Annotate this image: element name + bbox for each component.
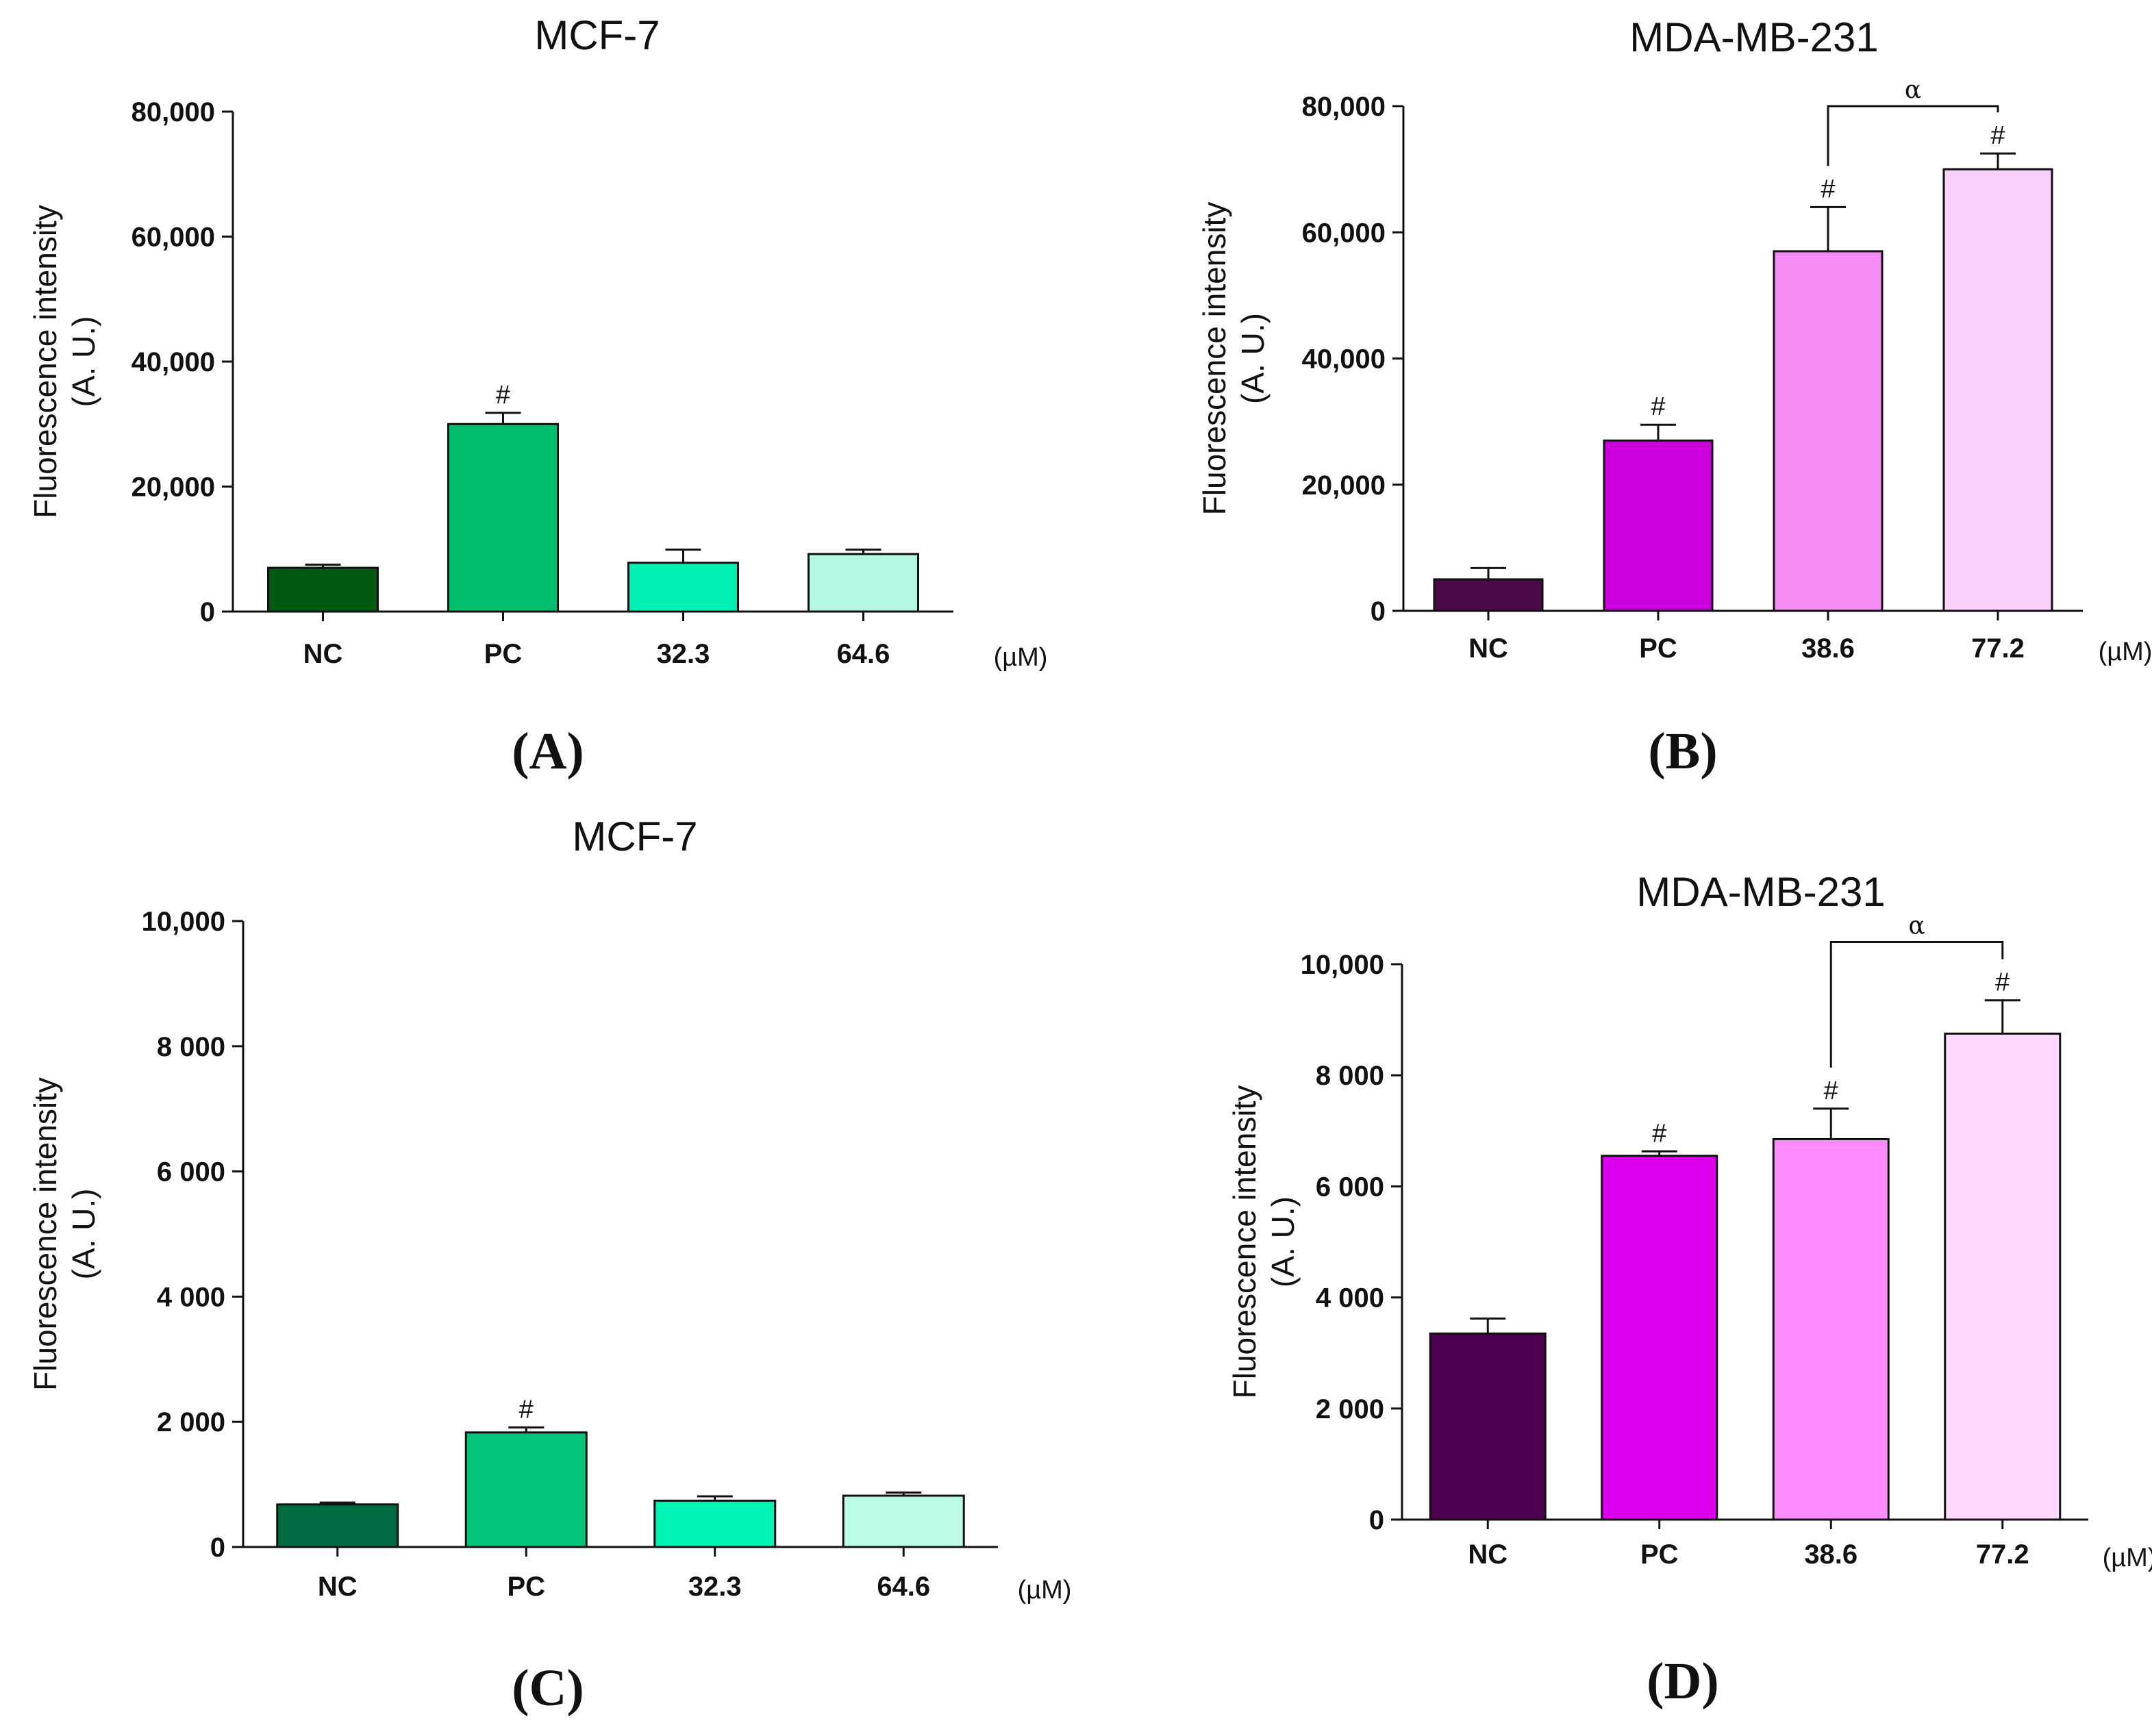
y-tick-label: 20,000 — [132, 473, 215, 503]
bar-64-6 — [842, 1494, 965, 1548]
y-tick-label: 0 — [1371, 596, 1386, 627]
y-axis-label: Fluorescence intensity — [27, 205, 63, 518]
y-axis-label: Fluorescence intensity — [27, 1077, 63, 1391]
bar-nc — [276, 1503, 399, 1548]
x-category-label: 32.3 — [657, 639, 710, 669]
x-unit-label: (µM) — [2103, 1544, 2152, 1572]
panel-letter: (C) — [512, 1659, 584, 1717]
significance-marker: # — [496, 381, 510, 410]
chart-title: MCF-7 — [572, 814, 697, 859]
bar-32-3 — [627, 562, 739, 613]
panel-letter: (B) — [1648, 722, 1717, 780]
x-category-label: 64.6 — [837, 639, 890, 669]
y-tick-label: 8 000 — [1316, 1061, 1384, 1091]
bar-pc — [1603, 439, 1714, 612]
bar-nc — [1429, 1332, 1547, 1521]
bar-nc — [1433, 578, 1544, 612]
y-tick-label: 80,000 — [1302, 92, 1386, 122]
bar-pc — [1601, 1155, 1718, 1521]
x-category-label: 38.6 — [1804, 1539, 1857, 1570]
significance-marker: # — [1651, 392, 1665, 421]
panel-letter: (A) — [512, 722, 584, 780]
y-tick-label: 2 000 — [1316, 1394, 1384, 1424]
comparison-bracket — [1827, 105, 1999, 166]
significance-marker: # — [1821, 175, 1835, 203]
panel-c-chart: MCF-7 0 2 000 4 000 6 000 8 000 10,000 Fluoresc… — [27, 814, 1072, 1717]
y-axis-label: Fluorescence intensity — [1197, 202, 1232, 516]
y-tick-label: 10,000 — [1301, 950, 1384, 980]
x-category-label: PC — [484, 639, 523, 669]
y-axis-label: (A. U.) — [1265, 1196, 1301, 1287]
bar-nc — [267, 566, 379, 613]
y-tick-label: 60,000 — [1302, 218, 1386, 248]
x-category-label: 77.2 — [1971, 633, 2025, 664]
x-category-label: 64.6 — [877, 1572, 930, 1602]
y-tick-label: 0 — [1369, 1505, 1384, 1535]
y-axis-label: (A. U.) — [66, 316, 101, 407]
significance-marker: # — [519, 1395, 534, 1424]
y-tick-label: 40,000 — [1302, 344, 1386, 375]
y-tick-label: 4 000 — [1316, 1283, 1384, 1313]
x-unit-label: (µM) — [2099, 638, 2152, 666]
comparison-bracket — [1829, 941, 2004, 1068]
x-category-label: NC — [1468, 1539, 1507, 1570]
x-category-label: PC — [1640, 1539, 1679, 1570]
significance-marker: # — [1652, 1119, 1666, 1148]
bar-77-2 — [1944, 1032, 2062, 1521]
y-tick-label: 2 000 — [157, 1407, 225, 1437]
y-axis-label: Fluorescence intensity — [1227, 1085, 1262, 1399]
x-unit-label: (µM) — [994, 643, 1048, 672]
chart-title: MDA-MB-231 — [1629, 14, 1878, 60]
y-tick-label: 60,000 — [132, 223, 215, 253]
bracket-label: α — [1908, 912, 1925, 940]
y-tick-label: 6 000 — [1316, 1172, 1384, 1202]
x-unit-label: (µM) — [1018, 1576, 1072, 1605]
bracket-label: α — [1905, 76, 1921, 104]
y-tick-label: 6 000 — [157, 1157, 225, 1187]
chart-title: MDA-MB-231 — [1636, 869, 1885, 915]
y-tick-label: 10,000 — [142, 907, 225, 937]
x-category-label: PC — [1639, 633, 1677, 664]
x-category-label: PC — [507, 1572, 545, 1602]
significance-marker: # — [1990, 121, 2005, 150]
x-category-label: 38.6 — [1801, 633, 1855, 664]
y-axis-label: (A. U.) — [1235, 313, 1271, 404]
bar-pc — [447, 423, 559, 613]
y-tick-label: 4 000 — [157, 1282, 225, 1312]
significance-marker: # — [1824, 1077, 1838, 1105]
significance-marker: # — [1995, 968, 2010, 997]
bar-38-6 — [1773, 250, 1884, 612]
y-tick-label: 0 — [210, 1533, 225, 1563]
y-axis-label: (A. U.) — [66, 1189, 101, 1280]
panel-a-chart: MCF-7 0 20,000 40,000 60,000 80,000 Fluorescen… — [27, 12, 1048, 780]
y-tick-label: 80,000 — [132, 97, 215, 127]
bar-77-2 — [1942, 168, 2053, 612]
x-category-label: NC — [1468, 633, 1508, 664]
panel-letter: (D) — [1647, 1652, 1719, 1710]
bar-38-6 — [1772, 1137, 1890, 1521]
chart-title: MCF-7 — [534, 12, 660, 58]
panel-d-chart: MDA-MB-231 0 2 000 4 000 6 000 8 000 10,000 Flu… — [1227, 869, 2152, 1710]
y-tick-label: 40,000 — [132, 347, 215, 377]
x-category-label: NC — [318, 1572, 358, 1602]
x-category-label: NC — [303, 639, 343, 669]
x-category-label: 32.3 — [688, 1572, 742, 1602]
x-category-label: 77.2 — [1976, 1539, 2029, 1570]
y-tick-label: 8 000 — [157, 1032, 225, 1062]
y-tick-label: 20,000 — [1302, 470, 1386, 501]
y-tick-label: 0 — [200, 597, 215, 627]
bar-32-3 — [653, 1499, 777, 1548]
bar-64-6 — [808, 553, 919, 613]
panel-b-chart: MDA-MB-231 0 20,000 40,000 60,000 80,000 Fluor… — [1197, 14, 2152, 780]
bar-pc — [464, 1431, 588, 1548]
